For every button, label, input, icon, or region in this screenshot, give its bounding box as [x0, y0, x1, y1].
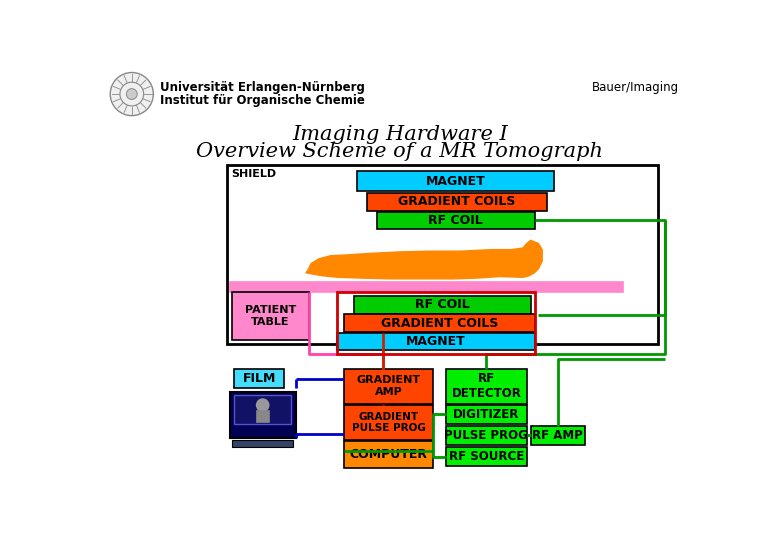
Bar	[377, 212, 534, 229]
Text: DIGITIZER: DIGITIZER	[453, 408, 519, 421]
Text: RF AMP: RF AMP	[532, 429, 583, 442]
Text: PATIENT
TABLE: PATIENT TABLE	[245, 306, 296, 327]
Circle shape	[120, 82, 144, 106]
Text: FILM: FILM	[243, 372, 276, 385]
Bar	[344, 405, 433, 440]
Circle shape	[257, 399, 269, 411]
Text: MAGNET: MAGNET	[406, 335, 466, 348]
Bar	[232, 440, 293, 448]
Bar	[344, 369, 433, 403]
Bar	[337, 292, 535, 354]
Bar	[234, 369, 284, 388]
Text: Imaging Hardware I: Imaging Hardware I	[292, 125, 508, 144]
Bar	[446, 405, 526, 424]
Circle shape	[126, 89, 137, 99]
Bar	[230, 392, 296, 438]
Text: PULSE PROG: PULSE PROG	[445, 429, 528, 442]
Text: RF
DETECTOR: RF DETECTOR	[452, 372, 521, 400]
Bar	[344, 441, 433, 468]
Text: GRADIENT
PULSE PROG: GRADIENT PULSE PROG	[352, 411, 426, 433]
Text: GRADIENT COILS: GRADIENT COILS	[399, 195, 516, 208]
Text: Overview Scheme of a MR Tomograph: Overview Scheme of a MR Tomograph	[197, 141, 603, 160]
Text: GRADIENT COILS: GRADIENT COILS	[381, 316, 498, 329]
Bar	[353, 296, 530, 314]
Bar	[230, 282, 623, 292]
Bar	[446, 447, 526, 466]
Text: RF SOURCE: RF SOURCE	[448, 450, 524, 463]
Bar	[446, 426, 526, 445]
Text: SHIELD: SHIELD	[231, 169, 276, 179]
Bar	[344, 314, 535, 332]
Text: Bauer/Imaging: Bauer/Imaging	[592, 82, 679, 94]
Bar	[226, 165, 658, 343]
Text: Universität Erlangen-Nürnberg: Universität Erlangen-Nürnberg	[159, 82, 364, 94]
Text: MAGNET: MAGNET	[426, 174, 485, 187]
Circle shape	[110, 72, 154, 116]
Bar	[446, 369, 526, 403]
Bar	[367, 193, 547, 211]
Bar	[257, 411, 269, 422]
Bar	[232, 292, 309, 340]
Text: GRADIENT
AMP: GRADIENT AMP	[356, 375, 420, 397]
Polygon shape	[306, 240, 542, 279]
Text: RF COIL: RF COIL	[415, 298, 470, 311]
Bar	[530, 426, 584, 445]
Bar	[337, 333, 535, 350]
Text: Institut für Organische Chemie: Institut für Organische Chemie	[159, 94, 364, 107]
Text: COMPUTER: COMPUTER	[349, 448, 427, 461]
Bar	[234, 395, 291, 424]
Text: RF COIL: RF COIL	[428, 214, 483, 227]
Bar	[357, 171, 554, 191]
